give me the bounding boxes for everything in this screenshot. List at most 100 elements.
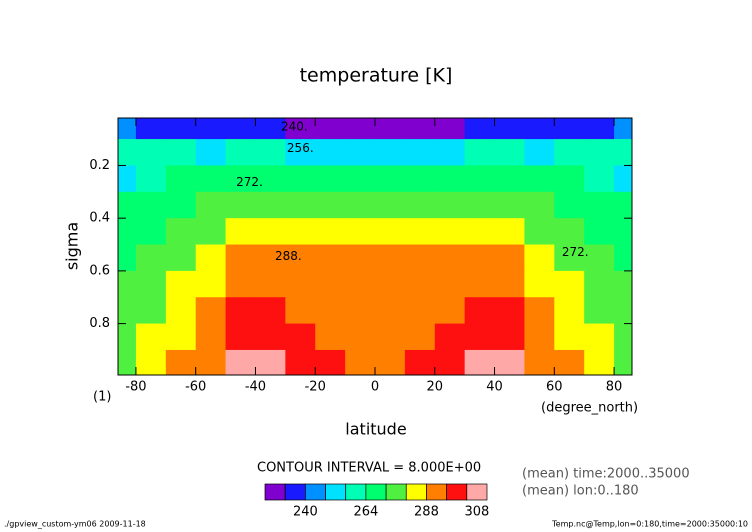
cell [524, 165, 555, 193]
cell [135, 244, 167, 272]
cell [375, 349, 406, 376]
cell [195, 139, 227, 166]
cell [225, 191, 256, 219]
cell [404, 349, 436, 376]
cell [434, 297, 466, 325]
cell [584, 139, 615, 166]
cell [345, 244, 376, 272]
cell [494, 297, 525, 325]
colorbar-box [305, 483, 326, 501]
cell [255, 297, 286, 325]
cell [584, 118, 615, 140]
cell [404, 191, 436, 219]
cell [584, 218, 615, 246]
cell [165, 323, 197, 351]
cell [118, 270, 137, 298]
cell [165, 349, 197, 376]
cell [315, 218, 346, 246]
cell [434, 218, 466, 246]
cell [584, 165, 615, 193]
cell [165, 191, 197, 219]
cell [285, 191, 316, 219]
cell [524, 323, 555, 351]
cell [315, 349, 346, 376]
cell [524, 244, 555, 272]
cell [315, 191, 346, 219]
cell [345, 218, 376, 246]
cell [494, 323, 525, 351]
cell [285, 244, 316, 272]
cell [345, 270, 376, 298]
cell [135, 270, 167, 298]
cell [345, 165, 376, 193]
cell [118, 323, 137, 351]
cell [494, 165, 525, 193]
cell [434, 118, 466, 140]
cell [524, 218, 555, 246]
y-tick-label: 0.4 [89, 211, 110, 226]
cell [135, 191, 167, 219]
cell [285, 139, 316, 166]
x-tick-label: 20 [426, 380, 443, 395]
chart-title: temperature [K] [300, 65, 453, 87]
cell [315, 118, 346, 140]
cell [524, 297, 555, 325]
cell [225, 139, 256, 166]
cell [375, 118, 406, 140]
colorbar-box [466, 483, 488, 501]
cell [255, 165, 286, 193]
colorbar-box [325, 483, 347, 501]
cell [614, 323, 633, 351]
cell [404, 270, 436, 298]
cell [118, 349, 137, 376]
cell [375, 191, 406, 219]
cell [165, 118, 197, 140]
cell [524, 270, 555, 298]
cell [225, 244, 256, 272]
colorbar-box [264, 483, 286, 501]
cell [375, 323, 406, 351]
cell [135, 118, 167, 140]
y-tick-label: 0.2 [89, 158, 110, 173]
colorbar-box [426, 483, 447, 501]
cell [225, 218, 256, 246]
cell [375, 244, 406, 272]
footer-right: Temp.nc@Temp,lon=0:180,time=2000:35000:1… [551, 520, 748, 529]
cell [285, 270, 316, 298]
cell [345, 118, 376, 140]
cell [434, 270, 466, 298]
colorbar-box [446, 483, 468, 501]
colorbar-label: 264 [353, 505, 378, 520]
x-tick-label: -80 [125, 380, 146, 395]
cell [165, 165, 197, 193]
cell [285, 118, 316, 140]
x-tick-label: -20 [305, 380, 326, 395]
cell [225, 270, 256, 298]
cell [614, 165, 633, 193]
colorbar-box [365, 483, 387, 501]
y-tick-label: 0.6 [89, 263, 110, 278]
cell [195, 297, 227, 325]
cell [135, 349, 167, 376]
cell [345, 191, 376, 219]
cell [195, 118, 227, 140]
colorbar-box [284, 483, 306, 501]
cell [584, 323, 615, 351]
cell [375, 270, 406, 298]
cell [225, 323, 256, 351]
contour-label: 256. [287, 141, 314, 155]
contour-interval: CONTOUR INTERVAL = 8.000E+00 [257, 461, 481, 476]
cell [464, 297, 496, 325]
note: (mean) time:2000..35000 [522, 467, 690, 482]
colorbar-label: 240 [293, 505, 318, 520]
cell [554, 218, 585, 246]
cell [285, 349, 316, 376]
y-axis-label: sigma [63, 222, 82, 270]
cell [195, 218, 227, 246]
cell [464, 191, 496, 219]
cell [345, 297, 376, 325]
cell [614, 270, 633, 298]
colorbar-box [385, 483, 407, 501]
cell [255, 244, 286, 272]
